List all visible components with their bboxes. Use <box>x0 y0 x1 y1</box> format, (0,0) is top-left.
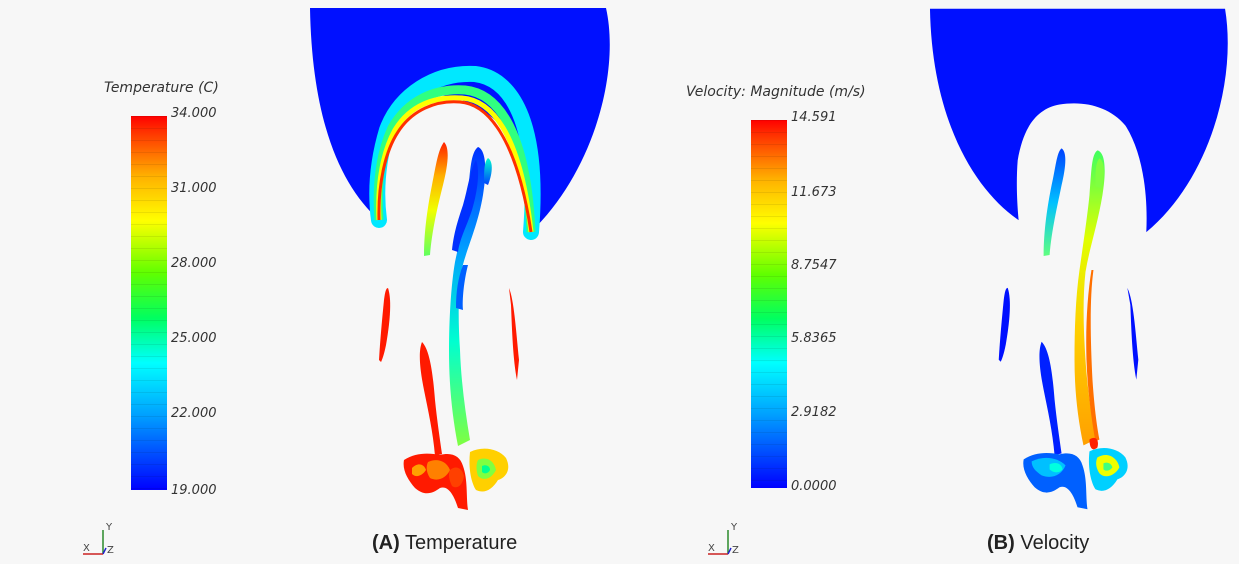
temperature-caption: (A) Temperature <box>372 532 517 555</box>
temperature-colorbar <box>131 116 167 490</box>
temperature-tick-5: 22.000 <box>171 406 217 421</box>
velocity-colorbar <box>751 120 787 488</box>
velocity-tick-2: 11.673 <box>791 185 837 200</box>
temperature-tick-max: 34.000 <box>171 106 217 121</box>
temperature-tick-4: 25.000 <box>171 331 217 346</box>
temperature-panel: Temperature (C) 34.000 31.000 28.000 25.… <box>83 8 610 556</box>
velocity-tick-max: 14.591 <box>791 110 837 125</box>
temperature-caption-text: Temperature <box>404 532 518 554</box>
velocity-tick-5: 2.9182 <box>791 405 837 420</box>
velocity-caption-letter: (B) <box>987 532 1015 554</box>
velocity-field-plot <box>929 8 1228 510</box>
temperature-tick-min: 19.000 <box>171 483 217 498</box>
axis-y-label: Y <box>730 522 738 533</box>
axis-y-label: Y <box>105 522 113 533</box>
temperature-tick-2: 31.000 <box>171 181 217 196</box>
axes-triad-icon: Y X Z <box>708 522 739 556</box>
axis-z-label: Z <box>732 545 739 556</box>
velocity-legend-title: Velocity: Magnitude (m/s) <box>686 84 866 100</box>
axes-triad-icon: Y X Z <box>83 522 114 556</box>
axis-x-label: X <box>708 543 715 554</box>
temperature-caption-letter: (A) <box>372 532 400 554</box>
temperature-legend-title: Temperature (C) <box>104 80 219 96</box>
velocity-caption-text: Velocity <box>1020 532 1090 554</box>
velocity-tick-min: 0.0000 <box>791 479 837 494</box>
velocity-caption: (B) Velocity <box>987 532 1089 555</box>
temperature-tick-3: 28.000 <box>171 256 217 271</box>
velocity-panel: Velocity: Magnitude (m/s) 14.591 11.673 … <box>620 0 1239 564</box>
axis-x-label: X <box>83 543 90 554</box>
velocity-tick-3: 8.7547 <box>791 258 837 273</box>
temperature-field-plot <box>310 8 610 510</box>
axis-z-label: Z <box>107 545 114 556</box>
velocity-tick-4: 5.8365 <box>791 331 837 346</box>
